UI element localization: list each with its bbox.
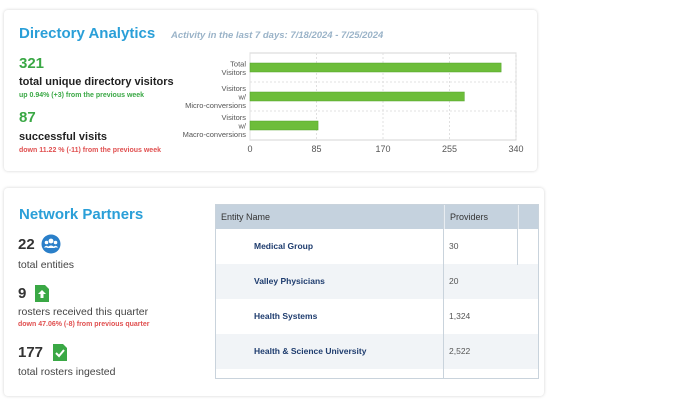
rosters-received-change: down 47.06% (-8) from previous quarter	[18, 321, 150, 328]
table-row[interactable]: Health Systems 1,324	[216, 299, 538, 334]
bar	[249, 120, 319, 131]
successful-visits-count: 87	[19, 109, 36, 126]
successful-visits-label: successful visits	[19, 131, 108, 143]
entity-name-cell[interactable]: Health & Science University	[254, 346, 367, 356]
analytics-title: Directory Analytics	[19, 25, 156, 42]
visitors-label: total unique directory visitors	[19, 76, 174, 88]
providers-cell: 1,324	[449, 311, 471, 321]
entities-count: 22	[18, 236, 35, 253]
x-tick-label: 170	[375, 144, 390, 154]
x-tick-label: 255	[442, 144, 457, 154]
y-category-label: Total Visitors	[222, 59, 247, 77]
rosters-received-label: rosters received this quarter	[18, 306, 149, 318]
column-divider	[517, 205, 518, 265]
partners-title: Network Partners	[19, 206, 144, 223]
column-header-entity-name[interactable]: Entity Name	[216, 205, 444, 229]
visitors-count: 321	[19, 55, 45, 72]
bar	[249, 62, 502, 73]
file-check-icon	[53, 344, 67, 361]
table-row[interactable]: Valley Physicians 20	[216, 264, 538, 299]
people-icon	[41, 234, 61, 254]
table-row[interactable]: Health & Science University 2,522	[216, 334, 538, 369]
entity-name-cell[interactable]: Health Systems	[254, 311, 318, 321]
entity-name-cell[interactable]: Valley Physicians	[254, 276, 325, 286]
providers-cell: 30	[449, 241, 459, 251]
successful-visits-change: down 11.22 % (-11) from the previous wee…	[19, 147, 161, 154]
entity-name-cell[interactable]: Medical Group	[254, 241, 314, 251]
rosters-received-count: 9	[18, 285, 27, 302]
rosters-ingested-label: total rosters ingested	[18, 366, 116, 378]
analytics-subtitle: Activity in the last 7 days: 7/18/2024 -…	[171, 30, 384, 41]
column-header-extra	[518, 205, 538, 229]
y-category-label: Visitors w/Macro-conversions	[183, 113, 247, 139]
y-category-label: Visitors w/Micro-conversions	[185, 84, 247, 110]
network-partners-card: Network Partners 22 total entities 9 ros…	[4, 188, 544, 396]
upload-file-icon	[35, 285, 49, 302]
x-tick-label: 0	[247, 144, 252, 154]
providers-cell: 2,522	[449, 346, 471, 356]
directory-analytics-card: Directory Analytics Activity in the last…	[4, 10, 537, 171]
x-tick-label: 340	[508, 144, 523, 154]
bar	[249, 91, 465, 102]
rosters-ingested-count: 177	[18, 344, 44, 361]
entities-table: Entity Name Providers Medical Group 30 V…	[215, 204, 539, 379]
column-divider	[443, 205, 444, 378]
entities-label: total entities	[18, 259, 75, 271]
table-row[interactable]: Medical Group 30	[216, 229, 538, 264]
visitors-bar-chart: 0 85 170 255 340 Total Visitors Visitors w/Micro…	[183, 52, 524, 154]
visitors-change: up 0.94% (+3) from the previous week	[19, 92, 145, 99]
providers-cell: 20	[449, 276, 459, 286]
x-tick-label: 85	[311, 144, 321, 154]
column-header-providers[interactable]: Providers	[444, 205, 518, 229]
